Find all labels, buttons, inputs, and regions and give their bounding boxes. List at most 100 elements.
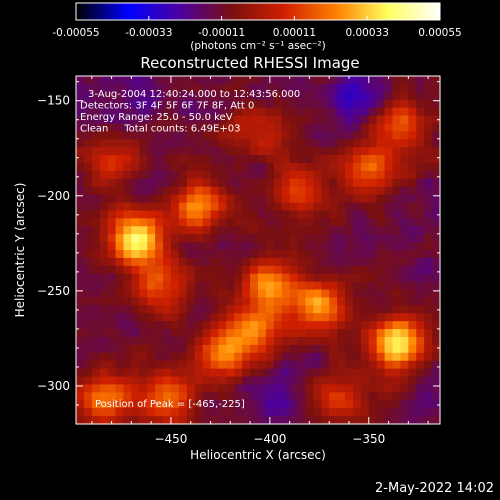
heatmap-cell <box>352 273 362 283</box>
heatmap-cell <box>416 400 425 409</box>
heatmap-cell <box>281 99 291 109</box>
heatmap-cell <box>218 313 227 322</box>
heatmap-cell <box>170 297 180 306</box>
heatmap-cell <box>218 123 227 132</box>
heatmap-cell <box>408 115 417 125</box>
heatmap-cell <box>400 91 409 101</box>
heatmap-cell <box>139 384 148 393</box>
heatmap-cell <box>432 147 441 156</box>
heatmap-cell <box>139 170 148 180</box>
heatmap-cell <box>83 329 93 338</box>
heatmap-cell <box>408 344 417 354</box>
chart-title: Reconstructed RHESSI Image <box>140 54 359 72</box>
heatmap-cell <box>131 234 140 243</box>
heatmap-cell <box>218 305 227 314</box>
heatmap-cell <box>337 289 346 299</box>
heatmap-cell <box>226 329 235 338</box>
heatmap-cell <box>416 202 425 212</box>
heatmap-cell <box>186 400 196 409</box>
heatmap-cell <box>313 321 322 330</box>
heatmap-cell <box>115 147 125 156</box>
heatmap-cell <box>131 155 140 164</box>
heatmap-cell <box>76 408 85 417</box>
heatmap-cell <box>337 321 346 330</box>
heatmap-cell <box>83 416 93 425</box>
heatmap-cell <box>258 289 267 299</box>
heatmap-cell <box>210 313 220 322</box>
heatmap-cell <box>281 376 291 386</box>
heatmap-cell <box>76 234 85 243</box>
info-line: Detectors: 3F 4F 5F 6F 7F 8F, Att 0 <box>80 101 254 112</box>
heatmap-cell <box>123 91 132 101</box>
heatmap-cell <box>321 281 330 291</box>
heatmap-cell <box>163 400 172 409</box>
heatmap-cell <box>218 186 227 196</box>
heatmap-cell <box>265 400 275 409</box>
heatmap-cell <box>329 163 338 172</box>
heatmap-cell <box>289 139 299 148</box>
heatmap-cell <box>194 392 204 401</box>
heatmap-cell <box>352 131 362 140</box>
heatmap-cell <box>242 265 251 275</box>
heatmap-cell <box>76 83 85 93</box>
heatmap-cell <box>76 265 85 275</box>
heatmap-cell <box>123 289 132 299</box>
heatmap-cell <box>242 337 251 346</box>
heatmap-cell <box>352 368 362 378</box>
heatmap-cell <box>83 400 93 409</box>
heatmap-cell <box>107 384 117 393</box>
heatmap-cell <box>273 123 283 132</box>
heatmap-cell <box>273 91 283 101</box>
heatmap-cell <box>99 107 109 117</box>
heatmap-cell <box>360 234 370 243</box>
heatmap-cell <box>186 305 196 314</box>
heatmap-cell <box>250 210 259 219</box>
heatmap-cell <box>155 147 164 156</box>
heatmap-cell <box>313 131 322 140</box>
heatmap-cell <box>321 265 330 275</box>
heatmap-cell <box>265 408 275 417</box>
heatmap-cell <box>432 329 441 338</box>
heatmap-cell <box>400 305 409 314</box>
heatmap-cell <box>139 178 148 188</box>
heatmap-cell <box>170 352 180 362</box>
heatmap-cell <box>234 210 243 219</box>
heatmap-cell <box>155 408 164 417</box>
heatmap-cell <box>384 344 394 354</box>
heatmap-cell <box>368 384 378 393</box>
heatmap-cell <box>91 194 101 204</box>
heatmap-cell <box>163 131 172 140</box>
heatmap-cell <box>329 234 338 243</box>
heatmap-cell <box>99 147 109 156</box>
heatmap-cell <box>147 337 156 346</box>
heatmap-cell <box>289 289 299 299</box>
heatmap-cell <box>360 337 370 346</box>
heatmap-cell <box>210 368 220 378</box>
heatmap-cell <box>202 313 212 322</box>
heatmap-cell <box>218 408 227 417</box>
heatmap-cell <box>376 194 386 204</box>
heatmap-cell <box>345 76 354 85</box>
heatmap-cell <box>416 163 425 172</box>
heatmap-cell <box>360 76 370 85</box>
heatmap-cell <box>194 163 204 172</box>
heatmap-cell <box>392 210 402 219</box>
heatmap-cell <box>147 400 156 409</box>
heatmap-cell <box>297 210 307 219</box>
heatmap-cell <box>329 210 338 219</box>
y-axis-label: Heliocentric Y (arcsec) <box>13 183 27 318</box>
heatmap-cell <box>76 392 85 401</box>
heatmap-cell <box>131 289 140 299</box>
heatmap-cell <box>416 250 425 259</box>
heatmap-cell <box>424 242 433 251</box>
heatmap-cell <box>131 91 140 101</box>
heatmap-cell <box>305 131 314 140</box>
heatmap-cell <box>400 202 409 212</box>
heatmap-cell <box>99 250 109 259</box>
heatmap-cell <box>250 297 259 306</box>
heatmap-cell <box>273 155 283 164</box>
heatmap-cell <box>226 321 235 330</box>
heatmap-cell <box>139 305 148 314</box>
heatmap-cell <box>155 321 164 330</box>
heatmap-cell <box>289 170 299 180</box>
